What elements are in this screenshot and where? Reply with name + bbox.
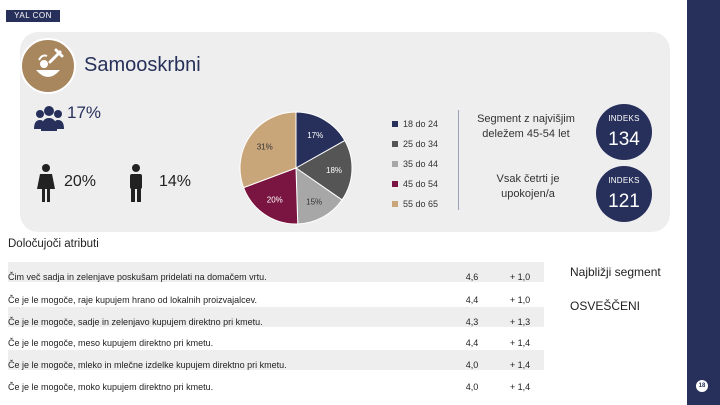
- legend-label: 18 do 24: [403, 119, 439, 129]
- right-accent-bar: [687, 0, 720, 405]
- attribute-text: Če je le mogoče, raje kupujem hrano od l…: [8, 295, 257, 305]
- attribute-text: Če je le mogoče, meso kupujem direktno p…: [8, 338, 214, 348]
- attribute-index: 4,0: [465, 360, 479, 370]
- info-top: Segment z najvišjim deležem 45-54 let: [477, 113, 575, 140]
- legend-item-3: 45 do 54: [392, 179, 438, 189]
- attribute-diff: + 1,4: [509, 338, 531, 348]
- attribute-index: 4,6: [465, 272, 479, 282]
- attribute-row: Če je le mogoče, meso kupujem direktno p…: [8, 328, 544, 348]
- attribute-text: Če je le mogoče, moko kupujem direktno p…: [8, 382, 214, 392]
- legend-label: 25 do 34: [403, 139, 439, 149]
- pie-label-4: 31%: [257, 142, 273, 151]
- badge-value: 121: [608, 191, 640, 212]
- nearest-segment-label: Najbližji segment: [570, 265, 661, 279]
- attribute-row: Če je le mogoče, moko kupujem direktno p…: [8, 372, 544, 392]
- attribute-diff: + 1,0: [509, 295, 531, 305]
- pie-slice-0: [295, 111, 346, 169]
- legend-item-4: 55 do 65: [392, 199, 438, 209]
- attribute-text: Čim več sadja in zelenjave poskušam prid…: [8, 272, 267, 282]
- age-pie-chart: 17% 18% 15% 20% 31%: [239, 111, 353, 225]
- attribute-row: Če je le mogoče, raje kupujem hrano od l…: [8, 285, 544, 305]
- badge-label: INDEKS: [608, 176, 640, 185]
- legend-item-0: 18 do 24: [392, 119, 438, 129]
- legend-swatch: [392, 121, 398, 127]
- nearest-segment-value: OSVEŠČENI: [570, 299, 641, 313]
- attribute-diff: + 1,4: [509, 360, 531, 370]
- pie-label-3: 20%: [267, 196, 283, 205]
- female-icon: [37, 164, 55, 202]
- attribute-index: 4,4: [465, 338, 479, 348]
- badge-value: 134: [608, 129, 640, 150]
- pie-label-1: 18%: [326, 166, 342, 175]
- legend-label: 45 do 54: [403, 179, 439, 189]
- attribute-row: Če je le mogoče, sadje in zelenjavo kupu…: [8, 307, 544, 327]
- index-badge-age: INDEKS 134: [596, 104, 652, 160]
- garden-tools-icon: [36, 48, 64, 77]
- legend-item-1: 25 do 34: [392, 139, 438, 149]
- pie-slice-4: [239, 111, 297, 189]
- divider-line: [458, 110, 459, 210]
- attributes-title: Določujoči atributi: [8, 238, 99, 250]
- legend-swatch: [392, 141, 398, 147]
- attribute-diff: + 1,0: [509, 272, 531, 282]
- attribute-text: Če je le mogoče, sadje in zelenjavo kupu…: [8, 317, 263, 327]
- legend-label: 55 do 65: [403, 199, 439, 209]
- pie-label-2: 15%: [306, 197, 322, 206]
- legend-label: 35 do 44: [403, 159, 439, 169]
- badge-label: INDEKS: [608, 114, 640, 123]
- index-badge-retired: INDEKS 121: [596, 166, 652, 222]
- legend-swatch: [392, 161, 398, 167]
- legend-swatch: [392, 181, 398, 187]
- segment-panel: [20, 32, 670, 232]
- male-share: 14%: [159, 173, 192, 190]
- female-share: 20%: [64, 173, 97, 190]
- attribute-row: Čim več sadja in zelenjave poskušam prid…: [8, 262, 544, 282]
- attribute-diff: + 1,3: [509, 317, 531, 327]
- page-number: 18: [694, 378, 710, 394]
- attribute-diff: + 1,4: [509, 382, 531, 392]
- attribute-index: 4,0: [465, 382, 479, 392]
- pie-label-0: 17%: [307, 131, 323, 140]
- attribute-text: Če je le mogoče, mleko in mlečne izdelke…: [8, 360, 287, 370]
- male-icon: [130, 164, 142, 202]
- group-icon: [34, 106, 64, 131]
- info-bottom: Vsak četrti je upokojen/a: [496, 173, 560, 200]
- legend-swatch: [392, 201, 398, 207]
- attribute-index: 4,3: [465, 317, 479, 327]
- pie-slice-3: [242, 167, 299, 225]
- pie-slice-1: [295, 139, 353, 201]
- brand-logo: YAL CON: [6, 10, 60, 22]
- segment-title: Samooskrbni: [84, 54, 201, 76]
- segment-share: 17%: [67, 103, 102, 122]
- pie-legend: 18 do 24 25 do 34 35 do 44 45 do 54 55 do 65: [392, 119, 438, 209]
- segment-icon-circle: [20, 38, 76, 94]
- legend-item-2: 35 do 44: [392, 159, 438, 169]
- attribute-index: 4,4: [465, 295, 479, 305]
- pie-slice-2: [295, 167, 343, 225]
- attribute-row: Če je le mogoče, mleko in mlečne izdelke…: [8, 350, 544, 370]
